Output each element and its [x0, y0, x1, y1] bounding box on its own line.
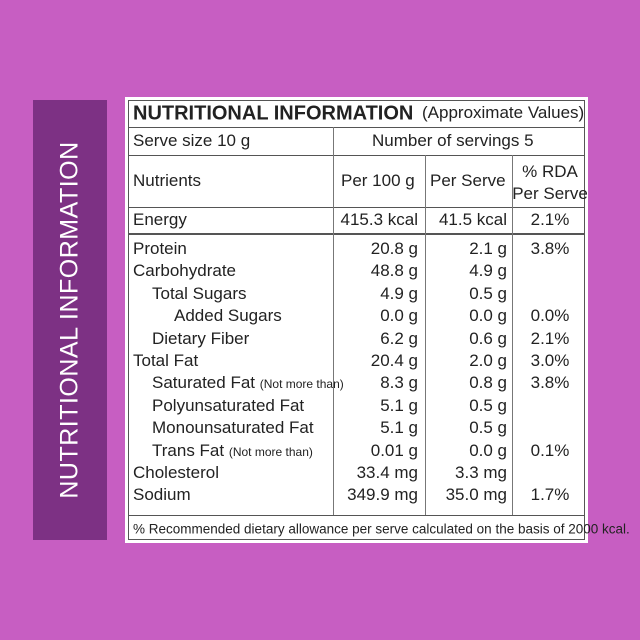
table-border	[128, 100, 585, 540]
rule	[129, 207, 584, 208]
col-header: Per Serve	[430, 171, 506, 190]
rule	[129, 155, 584, 156]
nutrient-name: Monounsaturated Fat	[152, 418, 314, 438]
per-100g: 4.9 g	[380, 283, 418, 303]
per-serve: 0.0 g	[469, 306, 507, 326]
per-100g: 8.3 g	[380, 373, 418, 393]
rule	[129, 127, 584, 128]
footer-note: % Recommended dietary allowance per serv…	[133, 521, 630, 537]
col-header: % RDA	[522, 162, 578, 181]
rule	[129, 233, 584, 235]
nutrient-name: Energy	[133, 210, 187, 229]
per-serve: 0.0 g	[469, 440, 507, 460]
nutrient-note: (Not more than)	[259, 377, 344, 392]
rule	[512, 155, 513, 515]
per-100g: 5.1 g	[380, 418, 418, 438]
nutrient-note: (Not more than)	[228, 444, 313, 459]
nutrient-name: Total Sugars	[152, 283, 247, 303]
nutrient-name-text: Saturated Fat	[152, 373, 256, 393]
per-100g: 0.01 g	[370, 440, 418, 460]
per-100g: 0.0 g	[380, 306, 418, 326]
per-100g: 20.4 g	[370, 351, 418, 370]
nutrient-name: Carbohydrate	[133, 261, 237, 281]
nutrient-name: Saturated Fat (Not more than)	[152, 373, 344, 393]
per-serve: 35.0 mg	[445, 485, 507, 505]
nutrient-name-text: Trans Fat	[152, 440, 225, 460]
per-serve: 2.0 g	[469, 351, 507, 370]
per-serve: 2.1 g	[469, 239, 507, 258]
nutrition-table: NUTRITIONAL INFORMATION (Approximate Val…	[125, 97, 630, 543]
per-serve: 4.9 g	[469, 261, 507, 281]
per-100g: 349.9 mg	[347, 485, 418, 505]
per-serve: 3.3 mg	[455, 463, 507, 482]
col-header: Per 100 g	[341, 171, 415, 190]
rule	[333, 155, 334, 515]
per-serve: 0.8 g	[469, 373, 507, 393]
per-100g: 20.8 g	[370, 239, 418, 258]
col-header: Per Serve	[512, 184, 588, 203]
per-100g: 48.8 g	[370, 261, 418, 281]
rda: 2.1%	[530, 328, 570, 348]
per-100g: 415.3 kcal	[340, 210, 419, 229]
nutrient-name: Total Fat	[133, 351, 199, 370]
side-banner: NUTRITIONAL INFORMATION	[33, 100, 107, 540]
col-header: Nutrients	[133, 171, 202, 190]
per-100g: 6.2 g	[380, 328, 418, 348]
per-serve: 0.6 g	[469, 328, 507, 348]
rda: 1.7%	[530, 485, 570, 505]
rda: 2.1%	[530, 210, 570, 229]
rule	[333, 127, 334, 155]
rda: 3.8%	[530, 373, 570, 393]
per-serve: 0.5 g	[469, 418, 507, 438]
nutrient-name: Trans Fat (Not more than)	[152, 441, 313, 461]
per-100g: 33.4 mg	[356, 463, 418, 482]
nutrient-name: Cholesterol	[133, 463, 219, 482]
per-100g: 5.1 g	[380, 395, 418, 415]
table-subtitle: (Approximate Values)	[422, 103, 585, 122]
nutrient-name: Dietary Fiber	[152, 328, 250, 348]
servings: Number of servings 5	[372, 131, 534, 150]
rule	[425, 155, 426, 515]
rda: 3.8%	[530, 239, 570, 258]
nutrient-name: Protein	[133, 239, 187, 258]
nutrient-name: Polyunsaturated Fat	[152, 395, 305, 415]
rda: 0.1%	[530, 440, 570, 460]
side-banner-text: NUTRITIONAL INFORMATION	[55, 141, 84, 499]
rule	[129, 515, 584, 516]
per-serve: 0.5 g	[469, 283, 507, 303]
per-serve: 0.5 g	[469, 395, 507, 415]
rda: 3.0%	[530, 351, 570, 370]
per-serve: 41.5 kcal	[438, 210, 507, 229]
serve-size: Serve size 10 g	[133, 131, 251, 150]
rda: 0.0%	[530, 306, 570, 326]
nutrient-name: Sodium	[133, 485, 191, 505]
table-title: NUTRITIONAL INFORMATION	[133, 102, 414, 125]
nutrient-name: Added Sugars	[174, 306, 282, 326]
